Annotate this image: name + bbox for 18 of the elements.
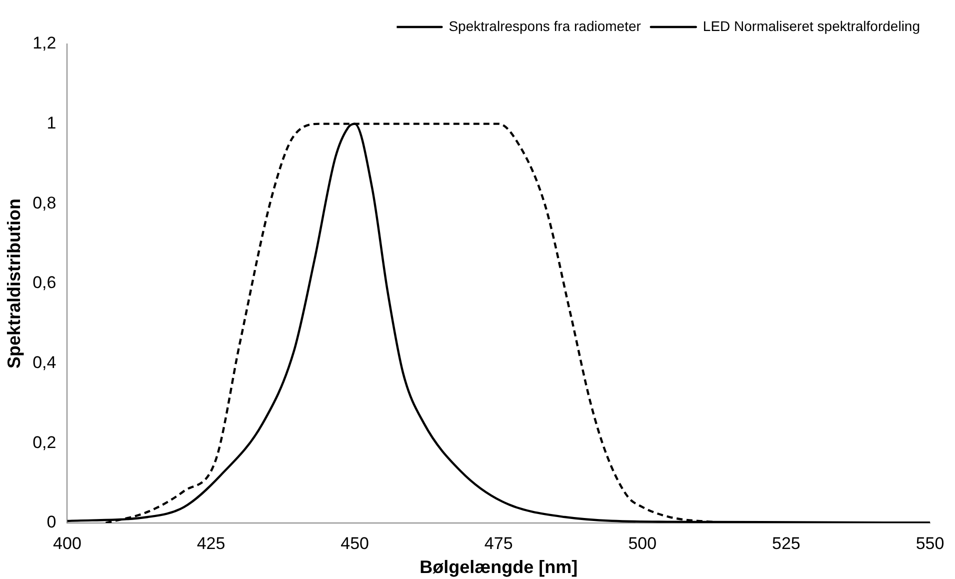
x-tick-label: 425 [196,534,226,553]
x-tick-label: 500 [628,534,657,553]
y-tick-label: 1 [46,114,56,133]
x-tick-label: 475 [484,534,513,553]
y-tick-label: 0 [46,512,56,532]
x-tick-label: 450 [340,534,370,553]
legend-label: LED Normaliseret spektralfordeling [702,18,920,34]
x-tick-label: 550 [916,534,944,553]
x-tick-label: 525 [772,534,800,553]
y-axis-title: Spektraldistribution [4,198,24,369]
y-tick-label: 0,8 [32,193,56,212]
y-tick-label: 0,2 [32,432,56,452]
legend-label: Spektralrespons fra radiometer [448,18,642,34]
x-tick-label: 400 [53,534,82,553]
y-tick-label: 0,4 [32,353,56,372]
y-tick-label: 0,6 [32,273,56,292]
x-axis-title: Bølgelængde [nm] [420,557,578,578]
y-tick-label: 1,2 [32,34,56,53]
